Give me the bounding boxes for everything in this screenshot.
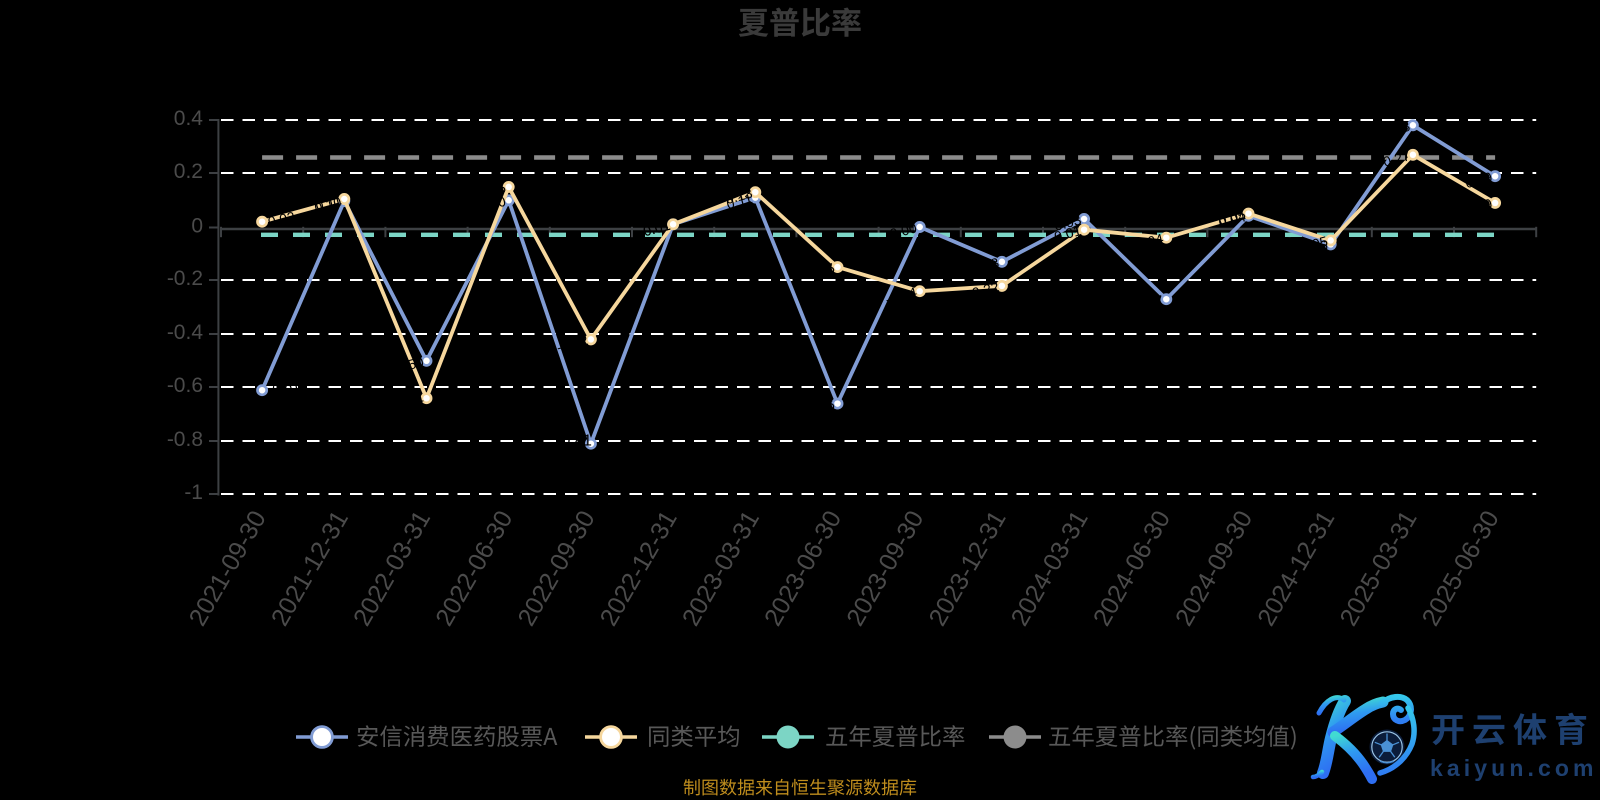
- svg-text:0.01: 0.01: [641, 217, 672, 240]
- svg-text:-1: -1: [184, 481, 203, 504]
- svg-text:0.00: 0.00: [888, 219, 919, 242]
- svg-text:0.13: 0.13: [724, 185, 755, 208]
- svg-text:0.11: 0.11: [725, 190, 755, 212]
- svg-text:0.38: 0.38: [1381, 118, 1412, 141]
- svg-text:-0.2: -0.2: [167, 267, 203, 290]
- svg-text:0.11: 0.11: [314, 191, 344, 213]
- svg-text:0.10: 0.10: [477, 193, 508, 216]
- svg-text:0.2: 0.2: [174, 160, 203, 183]
- svg-text:0.19: 0.19: [1463, 169, 1494, 192]
- svg-text:-0.8: -0.8: [167, 428, 203, 451]
- svg-text:0.03: 0.03: [1052, 211, 1083, 234]
- svg-text:0.04: 0.04: [1217, 208, 1248, 231]
- svg-text:-0.61: -0.61: [266, 376, 301, 398]
- svg-text:0.05: 0.05: [1217, 206, 1248, 229]
- svg-text:0.09: 0.09: [1463, 195, 1494, 218]
- svg-text:0.27: 0.27: [1381, 147, 1412, 170]
- svg-text:kaiyun.com: kaiyun.com: [1430, 755, 1598, 781]
- svg-text:0.01: 0.01: [641, 217, 672, 240]
- svg-text:-0.4: -0.4: [167, 321, 204, 344]
- svg-text:0.4: 0.4: [174, 107, 204, 130]
- svg-text:0.02: 0.02: [266, 208, 296, 229]
- svg-text:0: 0: [191, 215, 203, 238]
- svg-text:0.15: 0.15: [477, 179, 508, 202]
- svg-text:-0.81: -0.81: [557, 433, 592, 450]
- svg-text:-0.6: -0.6: [167, 374, 203, 397]
- svg-text:0.10: 0.10: [313, 193, 344, 216]
